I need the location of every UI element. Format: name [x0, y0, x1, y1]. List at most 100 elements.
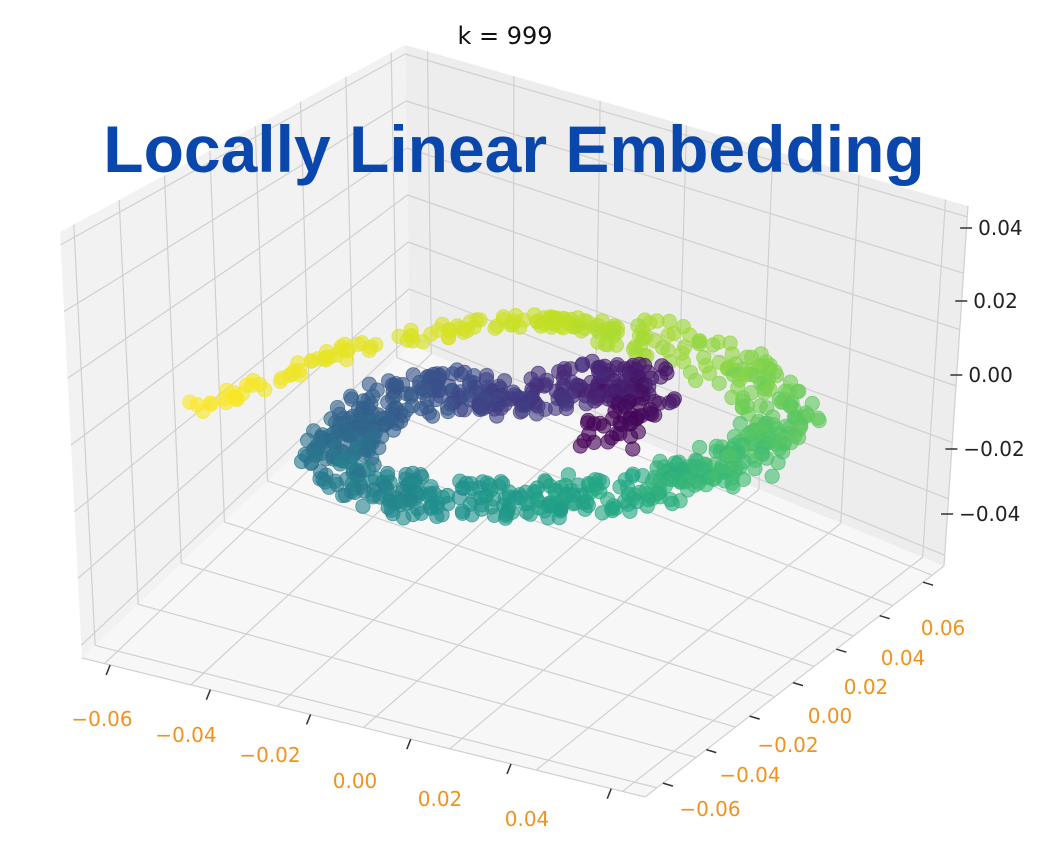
scatter-point [577, 501, 593, 517]
scatter-point [680, 482, 696, 498]
x-tick-label: −0.04 [155, 723, 216, 747]
grid-y-floor [94, 644, 658, 789]
scatter-point [303, 455, 319, 471]
overlay-title: Locally Linear Embedding [103, 112, 925, 186]
y-tick-mark [662, 782, 674, 787]
scatter-point [440, 403, 456, 420]
grid-x-floor [449, 488, 760, 750]
scatter-point [487, 320, 503, 336]
y-tick-label: −0.06 [679, 797, 740, 821]
z-tick-label: 0.00 [968, 363, 1013, 387]
y-tick-label: 0.06 [921, 616, 966, 640]
scatter-point [424, 408, 441, 424]
scatter-point [338, 351, 355, 368]
scatter-point [332, 456, 348, 472]
grid-x-floor [276, 421, 596, 707]
scatter-point [725, 479, 741, 495]
scatter-point [756, 385, 773, 401]
x-tick-mark [606, 788, 612, 799]
scatter-point [218, 394, 234, 411]
scatter-point [586, 434, 602, 450]
chart-title: k = 999 [457, 22, 552, 50]
scatter-point [622, 428, 639, 445]
scatter-point [711, 375, 727, 391]
axis-edge-z [943, 205, 969, 567]
x-tick-mark [406, 738, 412, 750]
scatter-point [608, 337, 625, 353]
scatter-point [464, 507, 480, 523]
scatter-point [578, 396, 594, 412]
scatter-point [664, 495, 680, 512]
scatter-point [705, 337, 721, 353]
y-tick-label: 0.00 [808, 704, 853, 728]
grid-z-side [74, 241, 409, 513]
scatter-point [355, 498, 371, 514]
y-tick-mark [922, 581, 934, 586]
grid-z-side [80, 335, 411, 646]
grid-x-floor [622, 556, 924, 792]
scatter-point [528, 406, 545, 422]
x-tick-mark [105, 664, 111, 676]
x-tick-mark [305, 714, 312, 725]
scatter-point [764, 468, 780, 484]
scatter-point [361, 342, 377, 358]
scatter-point [385, 422, 401, 438]
axis-edge-x [81, 657, 646, 798]
tick-labels: −0.06 −0.04 −0.02 0.00 0.02 0.04 −0.06 −0.04 −0.… [71, 216, 1024, 831]
scatter-point [429, 508, 445, 525]
scatter-point [770, 454, 786, 471]
x-tick-label: 0.02 [418, 787, 463, 811]
scatter-point [321, 479, 337, 495]
grid-z-side [67, 147, 408, 379]
grid-z-side [63, 100, 407, 313]
scatter-point [691, 336, 707, 352]
grid-y-floor [224, 521, 776, 698]
grid-z-side [60, 53, 406, 246]
pane-side [60, 45, 410, 658]
scatter-point [272, 373, 289, 389]
grid-y-floor [138, 603, 697, 758]
scatter-point [595, 418, 612, 434]
scatter-point [732, 415, 748, 432]
scatter-point [522, 506, 538, 522]
y-tick-mark [706, 748, 717, 754]
scatter-point [647, 407, 663, 423]
scatter-point [555, 320, 571, 336]
z-tick-label: 0.02 [973, 289, 1018, 313]
scatter-point [512, 319, 528, 335]
y-tick-label: −0.04 [719, 763, 780, 787]
scatter-point [811, 412, 827, 429]
scatter-point [600, 434, 616, 450]
grid-z-back [407, 194, 957, 387]
y-tick-label: 0.02 [844, 675, 889, 699]
x-tick-label: −0.06 [71, 707, 132, 731]
scatter-point [594, 505, 610, 521]
scatter-point [395, 510, 412, 526]
scatter-point [512, 404, 529, 420]
scatter-point [257, 382, 273, 398]
pane-back [405, 45, 968, 566]
grid-z-back [409, 335, 945, 556]
x-tick-label: −0.02 [239, 743, 300, 767]
grid-z-back [406, 147, 960, 331]
y-tick-mark [749, 715, 760, 720]
y-tick-label: 0.04 [881, 646, 926, 670]
z-tick-label: −0.02 [963, 437, 1024, 461]
scatter-point [455, 324, 472, 340]
scatter-point [335, 487, 351, 504]
grid-y-floor [181, 562, 736, 728]
z-tick-label: 0.04 [978, 216, 1023, 240]
scatter-point [195, 403, 211, 419]
scatter-point [303, 353, 319, 369]
x-tick-label: 0.00 [333, 769, 378, 793]
scatter-point [701, 365, 718, 381]
scatter-point [540, 510, 556, 526]
scatter-point [747, 460, 763, 477]
scatter-point [497, 510, 514, 526]
scatter-points [182, 307, 827, 526]
scatter-point [472, 401, 488, 417]
z-tick-label: −0.04 [959, 502, 1020, 526]
scatter-point [625, 441, 641, 457]
scatter-point [441, 330, 457, 346]
scatter-point [558, 400, 575, 417]
